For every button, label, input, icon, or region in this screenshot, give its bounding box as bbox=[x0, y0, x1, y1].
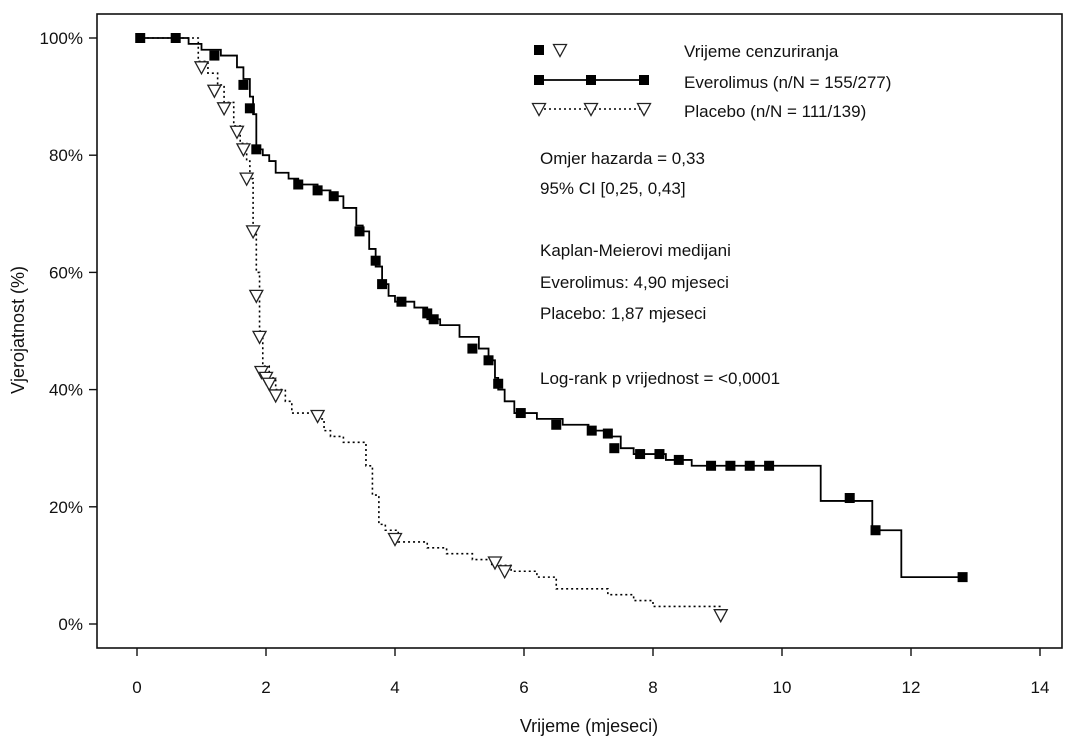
censor-marker bbox=[216, 102, 232, 117]
censor-marker bbox=[248, 289, 264, 304]
censor-marker bbox=[261, 377, 277, 392]
censor-marker bbox=[238, 79, 249, 90]
annotation-line: 95% CI [0,25, 0,43] bbox=[540, 179, 686, 198]
censor-marker bbox=[245, 225, 261, 240]
annotation-line: Log-rank p vrijednost = <0,0001 bbox=[540, 369, 780, 388]
censor-marker bbox=[135, 33, 146, 43]
censor-marker bbox=[515, 408, 526, 419]
annotation-line: Kaplan-Meierovi medijani bbox=[540, 241, 731, 260]
legend-marker-everolimus bbox=[639, 75, 649, 85]
censor-marker bbox=[251, 144, 262, 155]
censor-marker bbox=[328, 191, 339, 202]
plot-frame bbox=[96, 13, 1063, 649]
censor-marker bbox=[673, 454, 684, 465]
legend-censor-square bbox=[534, 45, 544, 55]
censor-marker bbox=[609, 443, 620, 454]
y-tick-label: 40% bbox=[49, 381, 83, 400]
x-tick-label: 8 bbox=[648, 678, 657, 697]
censor-marker bbox=[209, 50, 220, 61]
censor-marker bbox=[764, 460, 775, 471]
censor-marker bbox=[396, 296, 407, 307]
censor-marker bbox=[310, 409, 326, 424]
censor-marker bbox=[206, 84, 222, 99]
series-everolimus bbox=[135, 33, 968, 583]
y-tick-label: 20% bbox=[49, 498, 83, 517]
censor-marker bbox=[497, 565, 513, 580]
censor-marker bbox=[493, 378, 504, 389]
series-layer bbox=[135, 33, 968, 624]
censor-marker bbox=[370, 255, 381, 266]
censor-marker bbox=[428, 314, 439, 325]
x-tick-label: 6 bbox=[519, 678, 528, 697]
axes: 0 2 4 6 8 10 12 14 0% 20% 40% 60% 80% 100% bbox=[40, 13, 1063, 697]
censor-marker bbox=[251, 330, 268, 345]
censor-marker bbox=[635, 449, 646, 460]
x-tick-label: 14 bbox=[1031, 678, 1050, 697]
y-tick-label: 0% bbox=[58, 615, 83, 634]
legend-marker-placebo bbox=[636, 102, 652, 117]
censor-marker bbox=[713, 609, 729, 624]
y-tick-label: 80% bbox=[49, 146, 83, 165]
y-axis-title: Vjerojatnost (%) bbox=[8, 266, 28, 394]
censor-marker bbox=[239, 172, 255, 187]
annotations: Omjer hazarda = 0,33 95% CI [0,25, 0,43] K… bbox=[540, 149, 780, 388]
censor-marker bbox=[654, 449, 665, 460]
annotation-line: Omjer hazarda = 0,33 bbox=[540, 149, 705, 168]
annotation-line: Placebo: 1,87 mjeseci bbox=[540, 304, 706, 323]
survival-curve bbox=[137, 37, 722, 613]
censor-marker bbox=[229, 125, 245, 140]
censor-marker bbox=[602, 428, 613, 439]
x-tick-label: 0 bbox=[132, 678, 141, 697]
x-tick-label: 2 bbox=[261, 678, 270, 697]
censor-marker bbox=[244, 103, 255, 114]
legend-label-placebo: Placebo (n/N = 111/139) bbox=[684, 102, 866, 121]
censor-marker bbox=[193, 61, 210, 76]
censor-marker bbox=[870, 525, 881, 536]
censor-marker bbox=[268, 389, 284, 404]
censor-marker bbox=[377, 279, 388, 290]
legend-marker-everolimus bbox=[586, 75, 596, 85]
censor-marker bbox=[844, 493, 855, 504]
censor-marker bbox=[483, 355, 494, 366]
y-tick-label: 60% bbox=[49, 263, 83, 282]
legend-marker-placebo bbox=[583, 102, 599, 117]
x-tick-label: 12 bbox=[902, 678, 921, 697]
censor-marker bbox=[725, 460, 736, 471]
series-placebo bbox=[137, 37, 729, 624]
legend-marker-everolimus bbox=[534, 75, 544, 85]
censor-marker bbox=[551, 419, 562, 430]
legend: Vrijeme cenzuriranja Everolimus (n/N = 15… bbox=[531, 42, 891, 121]
annotation-line: Everolimus: 4,90 mjeseci bbox=[540, 273, 729, 292]
legend-marker-placebo bbox=[531, 102, 547, 117]
censor-marker bbox=[467, 343, 478, 354]
legend-label-everolimus: Everolimus (n/N = 155/277) bbox=[684, 73, 891, 92]
censor-marker bbox=[422, 308, 433, 319]
censor-marker bbox=[586, 425, 597, 436]
legend-censor-triangle bbox=[552, 43, 568, 58]
x-tick-label: 10 bbox=[773, 678, 792, 697]
censor-marker bbox=[170, 33, 181, 43]
x-axis-title: Vrijeme (mjeseci) bbox=[520, 716, 658, 736]
censor-marker bbox=[744, 460, 755, 471]
censor-marker bbox=[957, 572, 968, 583]
censor-marker bbox=[487, 556, 503, 571]
censor-marker bbox=[387, 532, 403, 547]
censor-marker bbox=[354, 226, 365, 237]
legend-censor-label: Vrijeme cenzuriranja bbox=[684, 42, 839, 61]
y-tick-label: 100% bbox=[40, 29, 83, 48]
censor-marker bbox=[312, 185, 323, 196]
x-tick-label: 4 bbox=[390, 678, 399, 697]
censor-marker bbox=[235, 143, 252, 158]
censor-marker bbox=[706, 460, 717, 471]
censor-marker bbox=[293, 179, 304, 190]
